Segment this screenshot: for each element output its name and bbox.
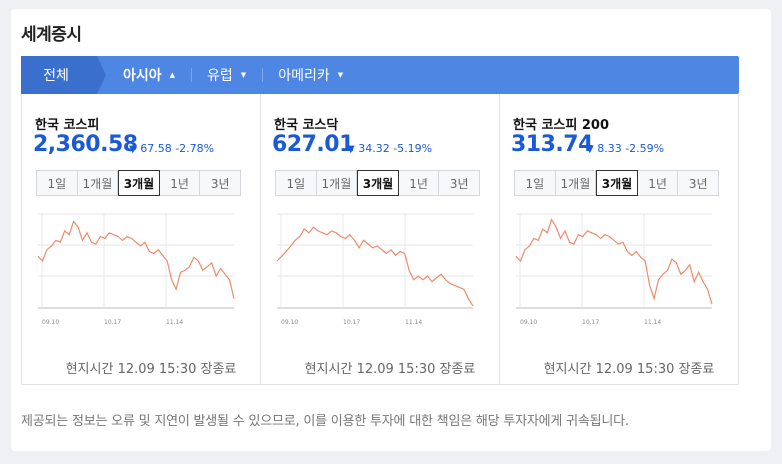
down-arrow-icon: ▼ bbox=[586, 144, 594, 155]
period-1m[interactable]: 1개월 bbox=[77, 171, 119, 195]
caret-down-icon: ▼ bbox=[337, 71, 344, 79]
index-price: 627.01 bbox=[272, 132, 354, 157]
local-time: 현지시간 12.09 15:30 장종료 bbox=[304, 362, 476, 377]
tab-europe[interactable]: 유럽 ▼ bbox=[191, 56, 262, 94]
period-3m[interactable]: 3개월 bbox=[357, 170, 399, 196]
region-tabs: 전체 아시아 ▲ 유럽 ▼ 아메리카 ▼ bbox=[21, 56, 739, 94]
index-change-value: 8.33 -2.59% bbox=[597, 142, 665, 155]
period-3m[interactable]: 3개월 bbox=[118, 170, 160, 196]
period-selector: 1일 1개월 3개월 1년 3년 bbox=[275, 170, 480, 196]
index-change: ▼ 67.58 -2.78% bbox=[129, 142, 214, 155]
index-price: 2,360.58 bbox=[33, 132, 138, 157]
local-time: 현지시간 12.09 15:30 장종료 bbox=[65, 362, 237, 377]
period-3y[interactable]: 3년 bbox=[200, 171, 240, 195]
tab-europe-label: 유럽 bbox=[207, 68, 233, 84]
price-chart: 09.10 10.17 11.14 bbox=[515, 213, 713, 326]
index-change-value: 67.58 -2.78% bbox=[140, 142, 215, 155]
x-tick-label: 11.14 bbox=[166, 319, 183, 326]
index-name: 한국 코스닥 bbox=[274, 118, 339, 133]
index-price: 313.74 bbox=[511, 132, 593, 157]
index-cards: 한국 코스피 2,360.58 ▼ 67.58 -2.78% 1일 1개월 3개… bbox=[21, 94, 739, 385]
x-tick-label: 10.17 bbox=[104, 319, 121, 326]
index-change-value: 34.32 -5.19% bbox=[358, 142, 433, 155]
price-line bbox=[276, 226, 474, 307]
tab-asia-label: 아시아 bbox=[123, 68, 162, 84]
x-tick-label: 11.14 bbox=[644, 319, 661, 326]
price-line bbox=[37, 220, 235, 299]
tab-asia[interactable]: 아시아 ▲ bbox=[107, 56, 191, 94]
price-line bbox=[515, 218, 713, 305]
period-3m[interactable]: 3개월 bbox=[596, 170, 638, 196]
period-1d[interactable]: 1일 bbox=[37, 171, 78, 195]
x-tick-label: 11.14 bbox=[405, 319, 422, 326]
x-tick-label: 09.10 bbox=[520, 319, 537, 326]
local-time: 현지시간 12.09 15:30 장종료 bbox=[543, 362, 715, 377]
period-1y[interactable]: 1년 bbox=[159, 171, 201, 195]
period-1d[interactable]: 1일 bbox=[276, 171, 317, 195]
index-change: ▼ 34.32 -5.19% bbox=[347, 142, 432, 155]
period-1y[interactable]: 1년 bbox=[637, 171, 679, 195]
index-card-kospi[interactable]: 한국 코스피 2,360.58 ▼ 67.58 -2.78% 1일 1개월 3개… bbox=[22, 94, 261, 384]
index-name: 한국 코스피 200 bbox=[513, 118, 609, 133]
tab-all[interactable]: 전체 bbox=[21, 56, 106, 94]
index-name: 한국 코스피 bbox=[35, 118, 100, 133]
index-change: ▼ 8.33 -2.59% bbox=[586, 142, 664, 155]
period-3y[interactable]: 3년 bbox=[678, 171, 718, 195]
disclaimer-notice: 제공되는 정보는 오류 및 지연이 발생될 수 있으므로, 이를 이용한 투자에… bbox=[21, 414, 629, 429]
period-3y[interactable]: 3년 bbox=[439, 171, 479, 195]
period-1m[interactable]: 1개월 bbox=[555, 171, 597, 195]
x-tick-label: 10.17 bbox=[582, 319, 599, 326]
down-arrow-icon: ▼ bbox=[129, 144, 137, 155]
period-1d[interactable]: 1일 bbox=[515, 171, 556, 195]
price-chart: 09.10 10.17 11.14 bbox=[276, 213, 474, 326]
tab-america[interactable]: 아메리카 ▼ bbox=[262, 56, 359, 94]
down-arrow-icon: ▼ bbox=[347, 144, 355, 155]
index-card-kosdaq[interactable]: 한국 코스닥 627.01 ▼ 34.32 -5.19% 1일 1개월 3개월 … bbox=[261, 94, 500, 384]
x-tick-label: 09.10 bbox=[281, 319, 298, 326]
period-selector: 1일 1개월 3개월 1년 3년 bbox=[514, 170, 719, 196]
period-1y[interactable]: 1년 bbox=[398, 171, 440, 195]
period-1m[interactable]: 1개월 bbox=[316, 171, 358, 195]
tab-america-label: 아메리카 bbox=[278, 68, 330, 84]
index-card-kospi200[interactable]: 한국 코스피 200 313.74 ▼ 8.33 -2.59% 1일 1개월 3… bbox=[500, 94, 738, 384]
caret-down-icon: ▼ bbox=[240, 71, 247, 79]
x-tick-label: 09.10 bbox=[42, 319, 59, 326]
caret-up-icon: ▲ bbox=[169, 71, 176, 79]
section-title: 세계증시 bbox=[21, 25, 82, 45]
price-chart: 09.10 10.17 11.14 bbox=[37, 213, 235, 326]
x-tick-label: 10.17 bbox=[343, 319, 360, 326]
period-selector: 1일 1개월 3개월 1년 3년 bbox=[36, 170, 241, 196]
